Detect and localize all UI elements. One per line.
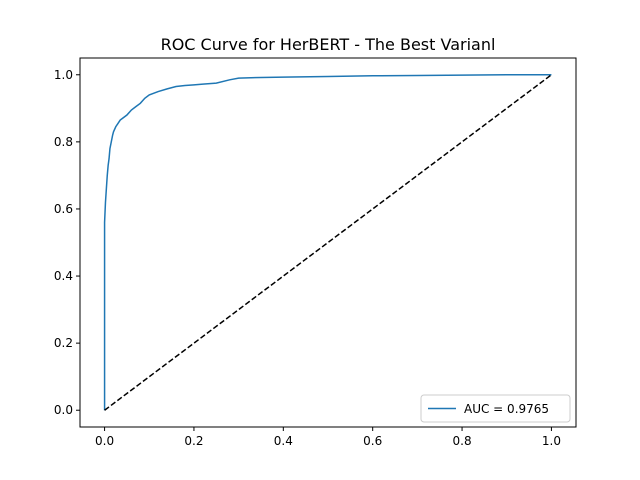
y-tick-label: 0.4 <box>54 269 73 283</box>
chart-title: ROC Curve for HerBERT - The Best Varianl <box>161 35 496 54</box>
axes-frame <box>79 57 577 428</box>
roc-curve-line <box>103 74 552 411</box>
x-tick-label: 0.2 <box>184 434 203 448</box>
legend-label: AUC = 0.9765 <box>464 402 549 416</box>
chance-diagonal-line <box>104 74 552 411</box>
plot-area <box>103 74 552 411</box>
y-tick-label: 0.0 <box>54 403 73 417</box>
x-axis: 0.0 0.2 0.4 0.6 0.8 1.0 <box>95 427 561 448</box>
x-tick-label: 0.8 <box>453 434 472 448</box>
x-tick-label: 0.6 <box>363 434 382 448</box>
y-tick-label: 1.0 <box>54 68 73 82</box>
x-tick-label: 0.0 <box>95 434 114 448</box>
y-tick-label: 0.8 <box>54 135 73 149</box>
y-tick-label: 0.6 <box>54 202 73 216</box>
x-tick-label: 1.0 <box>542 434 561 448</box>
x-tick-label: 0.4 <box>274 434 293 448</box>
legend-box <box>420 394 571 423</box>
legend: AUC = 0.9765 <box>420 394 571 423</box>
y-axis: 0.0 0.2 0.4 0.6 0.8 1.0 <box>54 68 80 417</box>
y-tick-label: 0.2 <box>54 336 73 350</box>
